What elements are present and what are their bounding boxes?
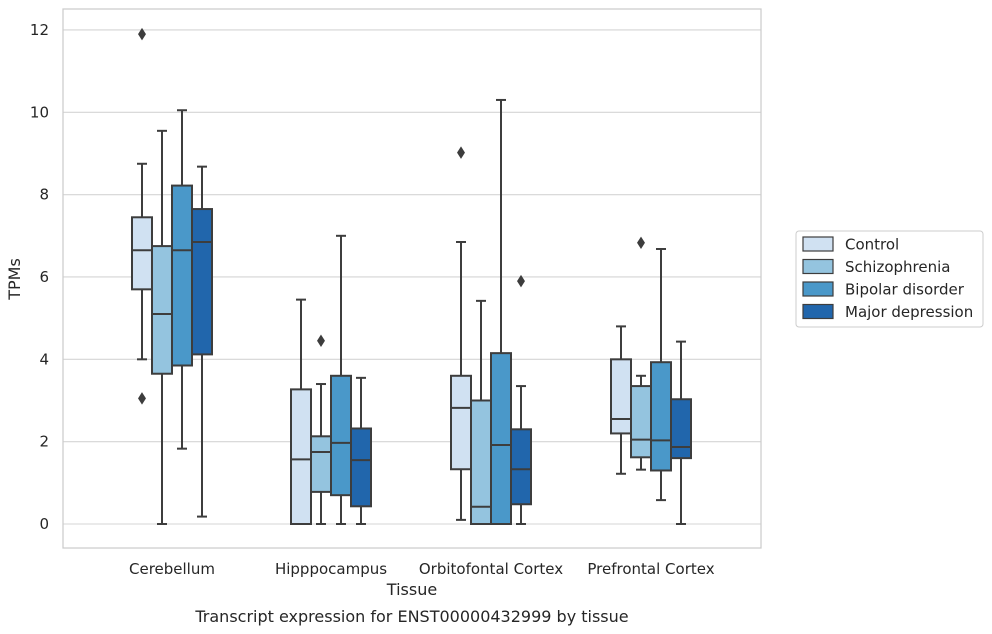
box xyxy=(670,340,692,525)
legend-label: Control xyxy=(845,236,899,254)
box-body xyxy=(171,184,193,367)
box xyxy=(470,299,492,525)
outlier-point xyxy=(517,274,525,288)
box-body xyxy=(350,427,372,508)
box-body xyxy=(151,245,173,375)
box-body xyxy=(650,361,672,472)
box-body xyxy=(131,216,153,291)
outlier-point xyxy=(317,334,325,348)
box xyxy=(330,234,352,525)
y-tick-label: 4 xyxy=(39,350,49,368)
y-tick-labels: 0 2 4 6 8 10 12 xyxy=(30,21,49,533)
outlier-point xyxy=(138,392,146,405)
box-body xyxy=(610,358,632,435)
x-axis-title: Tissue xyxy=(386,580,437,599)
box-body xyxy=(450,374,472,471)
y-tick-label: 8 xyxy=(39,186,49,204)
plot-frame xyxy=(62,8,762,549)
box xyxy=(510,274,532,525)
y-tick-label: 6 xyxy=(39,268,49,286)
series-bipolar-disorder xyxy=(171,98,672,525)
legend-label: Schizophrenia xyxy=(845,258,950,276)
box xyxy=(490,98,512,525)
y-tick-label: 2 xyxy=(39,433,49,451)
legend-swatch xyxy=(802,303,834,320)
box xyxy=(191,165,213,518)
x-tick-label: Orbitofontal Cortex xyxy=(419,560,563,578)
box-body xyxy=(330,374,352,497)
box-body xyxy=(630,385,652,459)
series-major-depression xyxy=(191,165,692,525)
box xyxy=(450,146,472,521)
legend-swatch xyxy=(802,236,834,252)
legend-frame xyxy=(795,230,984,328)
box-body xyxy=(290,388,312,526)
legend-swatch xyxy=(802,281,834,297)
outlier-point xyxy=(457,146,465,159)
y-axis-title: TPMs xyxy=(5,258,24,301)
box-body xyxy=(191,208,213,356)
x-tick-label: Prefrontal Cortex xyxy=(587,560,714,578)
box-body xyxy=(490,352,512,525)
outlier-point xyxy=(138,27,146,41)
legend: Control Schizophrenia Bipolar disorder Majo… xyxy=(795,230,984,328)
y-tick-label: 12 xyxy=(30,21,49,39)
y-tick-label: 0 xyxy=(39,515,49,533)
box-groups xyxy=(131,27,692,526)
box-body xyxy=(470,399,492,525)
box-body xyxy=(310,435,332,493)
box xyxy=(131,27,153,405)
series-control xyxy=(131,27,632,526)
x-tick-label: Hipppocampus xyxy=(275,560,387,578)
legend-label: Bipolar disorder xyxy=(845,281,965,299)
legend-label: Major depression xyxy=(845,303,973,321)
y-tick-label: 10 xyxy=(30,103,49,121)
legend-swatch xyxy=(802,258,834,275)
box xyxy=(290,298,312,526)
outlier-point xyxy=(637,236,645,250)
box-body xyxy=(510,428,532,506)
box-body xyxy=(670,398,692,460)
box xyxy=(630,236,652,471)
x-tick-label: Cerebellum xyxy=(129,560,215,578)
chart-caption: Transcript expression for ENST0000043299… xyxy=(194,607,628,626)
series-schizophrenia xyxy=(151,129,652,525)
x-tick-labels: Cerebellum Hipppocampus Orbitofontal Corte… xyxy=(129,560,715,578)
box xyxy=(350,376,372,525)
